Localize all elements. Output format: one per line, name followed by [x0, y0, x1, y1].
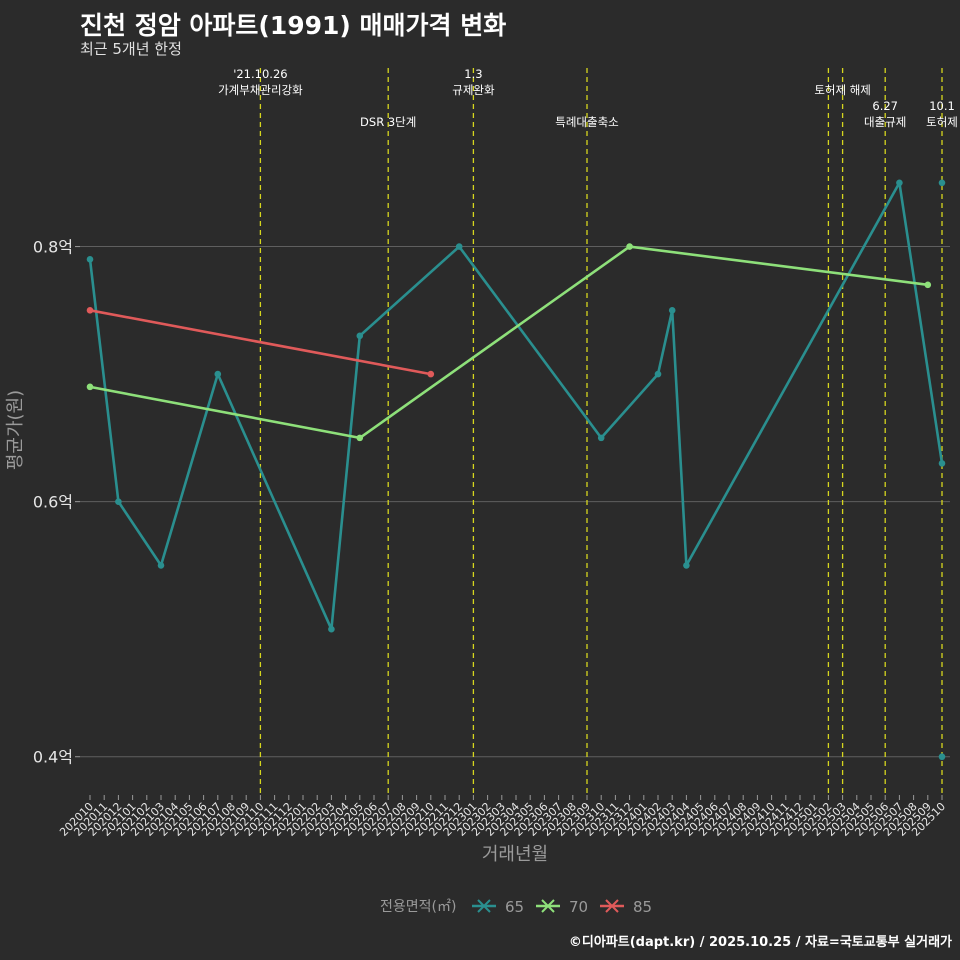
data-point-70 — [356, 434, 364, 442]
event-label: 1.3 — [464, 67, 482, 81]
legend-cross-icon — [541, 899, 555, 913]
data-point-85 — [86, 307, 94, 314]
data-point-65 — [668, 307, 676, 314]
legend-cross-icon — [605, 899, 619, 913]
data-point-65 — [938, 753, 946, 761]
chart-subtitle: 최근 5개년 한정 — [80, 40, 182, 58]
event-label: 6.27 — [872, 99, 898, 113]
data-point-85 — [427, 370, 435, 378]
event-label: 가계부채관리강화 — [218, 83, 303, 97]
source-caption: ©디아파트(dapt.kr) / 2025.10.25 / 자료=국토교통부 실… — [568, 935, 952, 950]
series-line-85 — [89, 309, 432, 376]
legend-item-85: 85 — [600, 898, 652, 916]
data-point-70 — [626, 243, 633, 250]
legend: 전용면적(㎡) 65 70 85 — [380, 898, 652, 916]
data-point-65 — [214, 370, 222, 378]
series-line-70 — [89, 245, 928, 440]
event-label: 특례대출축소 — [555, 115, 618, 129]
legend-title: 전용면적(㎡) — [380, 899, 456, 915]
data-point-70 — [924, 281, 932, 289]
data-point-70 — [86, 383, 94, 391]
data-point-65 — [938, 179, 946, 187]
data-point-65 — [86, 256, 94, 263]
data-point-65 — [115, 498, 122, 505]
event-label: '21.10.26 — [233, 67, 287, 81]
x-axis: 2020102020112020122021012021022021032021… — [57, 795, 948, 839]
legend-label: 70 — [569, 898, 588, 916]
series-lines — [86, 179, 946, 761]
event-label: 토허제 — [926, 115, 958, 129]
data-point-65 — [328, 625, 335, 633]
event-label: 규제완화 — [452, 83, 495, 97]
data-point-65 — [896, 179, 903, 187]
data-point-65 — [938, 460, 946, 467]
gridlines — [80, 246, 950, 758]
data-point-65 — [157, 562, 165, 569]
data-point-65 — [455, 243, 463, 250]
data-point-65 — [654, 370, 662, 378]
event-label: 토허제 해제 — [814, 83, 871, 97]
y-tick-label: 0.6억 — [33, 493, 73, 512]
x-axis-title: 거래년월 — [482, 844, 548, 865]
legend-item-70: 70 — [536, 898, 588, 916]
legend-item-65: 65 — [472, 898, 524, 916]
event-label: 대출규제 — [864, 115, 906, 129]
data-point-65 — [597, 434, 605, 442]
y-axis-title: 평균가(원) — [5, 390, 26, 470]
chart-title: 진천 정암 아파트(1991) 매매가격 변화 — [80, 11, 507, 40]
legend-label: 85 — [633, 898, 652, 916]
legend-cross-icon — [477, 899, 491, 913]
data-point-65 — [683, 562, 690, 569]
event-label: DSR 3단계 — [360, 115, 416, 129]
y-axis: 0.4억 0.6억 0.8억 — [33, 238, 80, 767]
series-line-65 — [88, 181, 944, 631]
legend-label: 65 — [505, 898, 524, 916]
event-label: 10.1 — [929, 99, 955, 113]
data-point-65 — [356, 332, 364, 340]
y-tick-label: 0.8억 — [33, 238, 73, 257]
y-tick-label: 0.4억 — [33, 748, 73, 767]
